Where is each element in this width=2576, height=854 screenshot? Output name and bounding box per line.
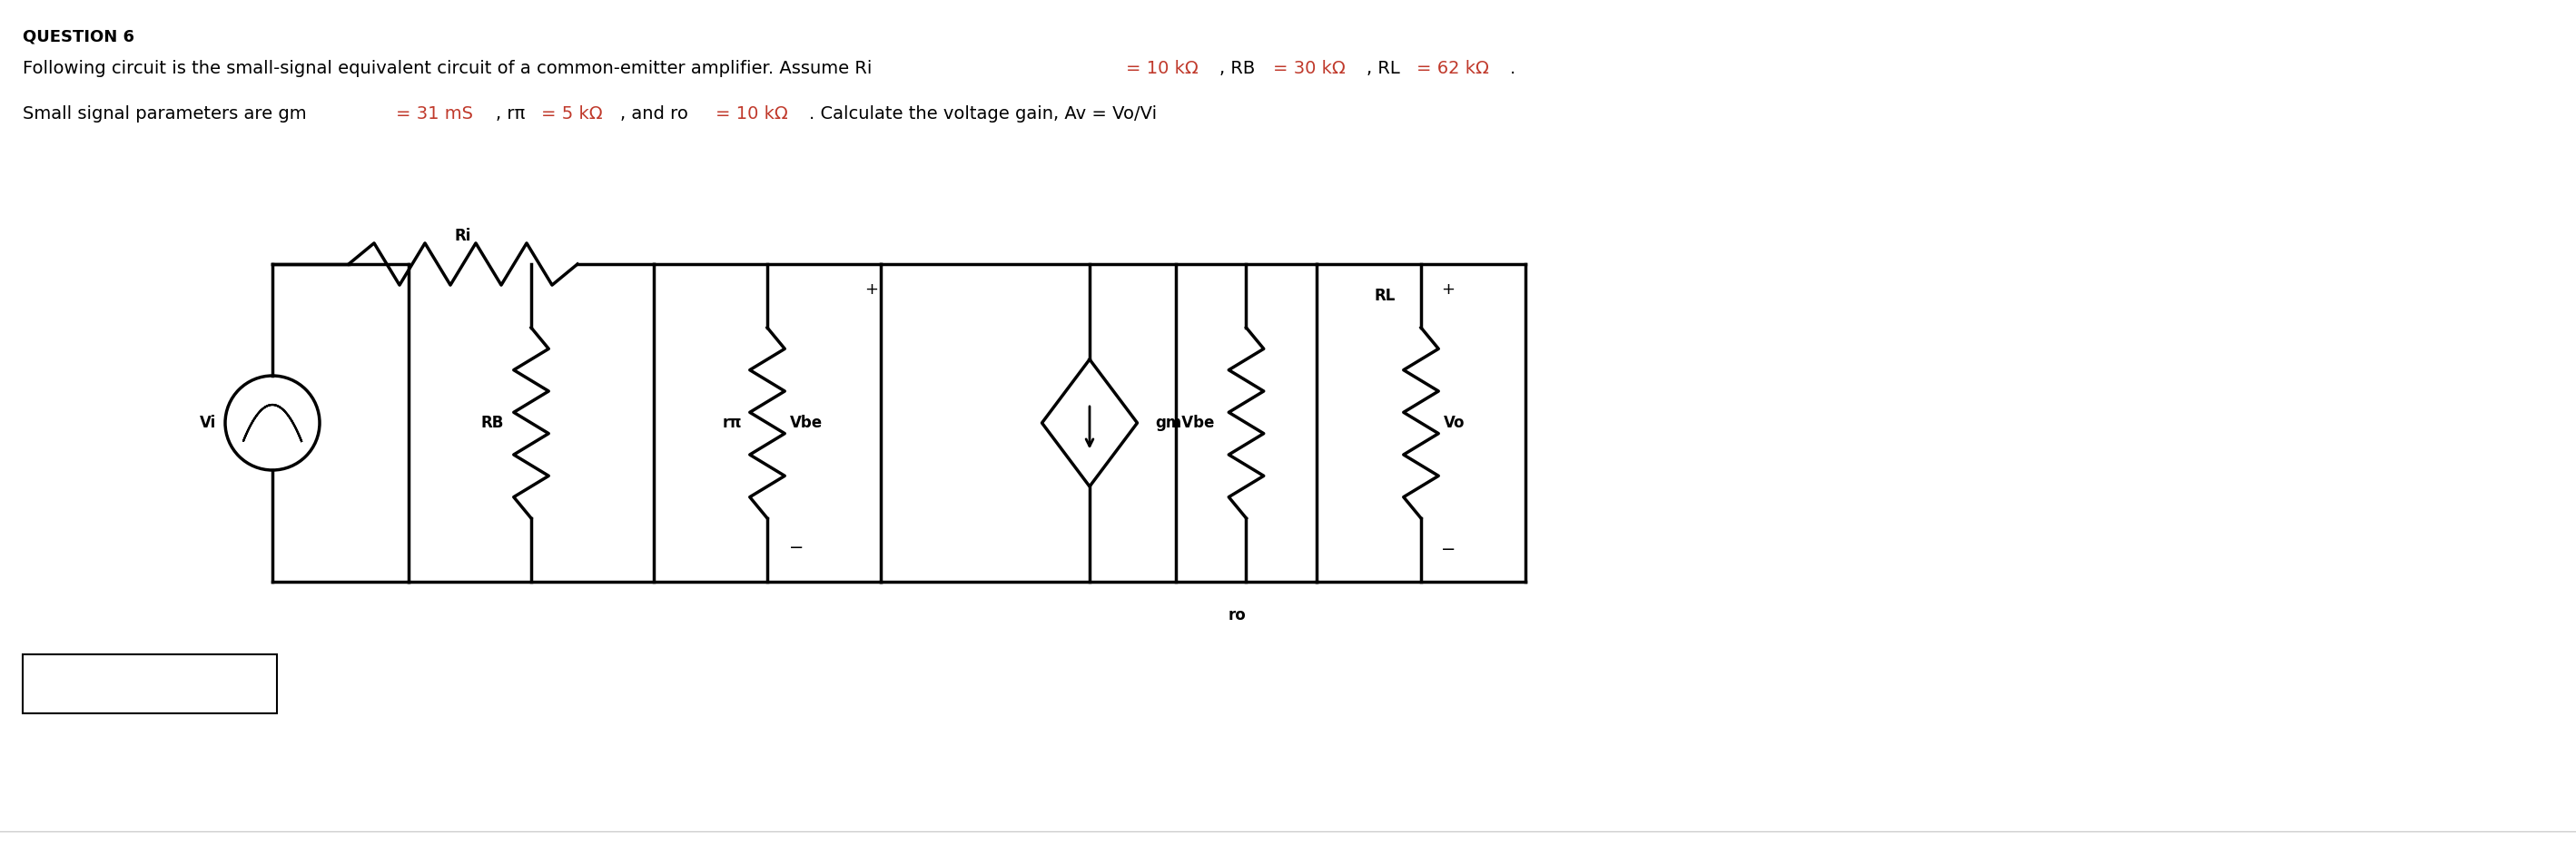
Text: +: + (1443, 281, 1455, 298)
Bar (23, 654, 278, 713)
Text: gmVbe: gmVbe (1157, 415, 1216, 431)
Text: = 30 kΩ: = 30 kΩ (1273, 60, 1345, 77)
Text: −: − (1440, 541, 1455, 559)
Text: , rπ: , rπ (497, 105, 531, 122)
Text: +: + (866, 281, 878, 298)
Text: , RB: , RB (1218, 60, 1260, 77)
Text: −: − (788, 539, 804, 556)
Text: Following circuit is the small-signal equivalent circuit of a common-emitter amp: Following circuit is the small-signal eq… (23, 60, 878, 77)
Text: rπ: rπ (721, 415, 742, 431)
Text: QUESTION 6: QUESTION 6 (23, 28, 134, 44)
Text: . Calculate the voltage gain, Av = Vo/Vi: . Calculate the voltage gain, Av = Vo/Vi (809, 105, 1157, 122)
Text: , and ro: , and ro (621, 105, 693, 122)
Text: ro: ro (1229, 607, 1247, 623)
Text: Small signal parameters are gm: Small signal parameters are gm (23, 105, 312, 122)
Text: = 10 kΩ: = 10 kΩ (716, 105, 788, 122)
Text: .: . (1510, 60, 1515, 77)
Text: , RL: , RL (1365, 60, 1404, 77)
Text: = 5 kΩ: = 5 kΩ (541, 105, 603, 122)
Text: = 31 mS: = 31 mS (397, 105, 474, 122)
Text: = 10 kΩ: = 10 kΩ (1126, 60, 1198, 77)
Text: RB: RB (482, 415, 505, 431)
Text: Vbe: Vbe (791, 415, 822, 431)
Text: Ri: Ri (456, 228, 471, 244)
Text: = 62 kΩ: = 62 kΩ (1417, 60, 1489, 77)
Text: RL: RL (1376, 288, 1396, 304)
Text: Vo: Vo (1443, 415, 1466, 431)
Text: Vi: Vi (198, 415, 216, 431)
